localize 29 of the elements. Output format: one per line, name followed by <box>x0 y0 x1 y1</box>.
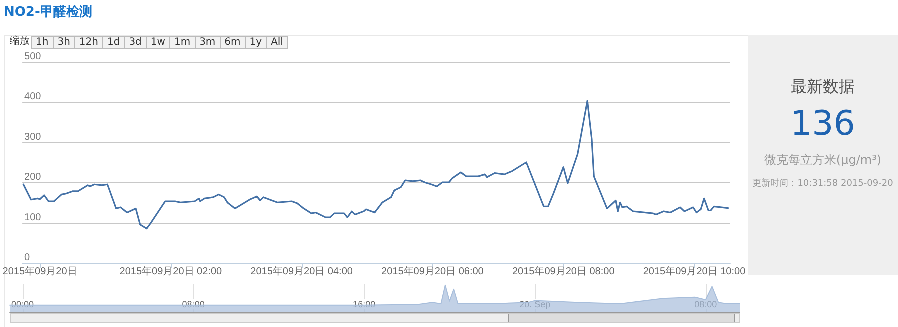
text: 3m <box>194 36 221 49</box>
y-tick-label: 200 <box>24 172 42 184</box>
text: All <box>266 36 288 49</box>
text: 6m <box>220 36 246 49</box>
y-tick-label: 0 <box>24 252 31 264</box>
y-tick-label: 100 <box>24 212 42 224</box>
text: 12h <box>74 36 104 49</box>
x-tick-label: 2015年09月20日 10:00 <box>643 266 746 278</box>
text: 微克每立方米(μg/m³) <box>763 152 883 169</box>
x-tick-label: 2015年09月20日 08:00 <box>512 266 616 278</box>
chart-title: NO2-甲醛检测 <box>4 4 92 21</box>
y-tick-label: 300 <box>24 132 42 143</box>
x-tick-label: 2015年09月20日 02:00 <box>120 266 222 278</box>
text: 更新时间：10:31:58 2015-09-20 <box>752 178 894 190</box>
x-tick-label: 2015年09月20日 <box>2 266 78 278</box>
text: 136 <box>790 104 856 144</box>
y-tick-label: 500 <box>24 52 42 62</box>
text: 1m <box>169 36 196 49</box>
text: 1h <box>31 36 54 49</box>
text: 1y <box>244 36 268 49</box>
text: 1d <box>102 36 126 49</box>
text: 缩放 <box>10 36 31 49</box>
text: 1w <box>146 36 170 49</box>
x-tick-label: 2015年09月20日 04:00 <box>250 266 354 278</box>
text: 最新数据 <box>790 77 856 98</box>
y-tick-label: 400 <box>24 92 42 103</box>
x-tick-label: 2015年09月20日 06:00 <box>382 266 484 278</box>
text: 3d <box>124 36 147 49</box>
text: 3h <box>52 36 76 49</box>
